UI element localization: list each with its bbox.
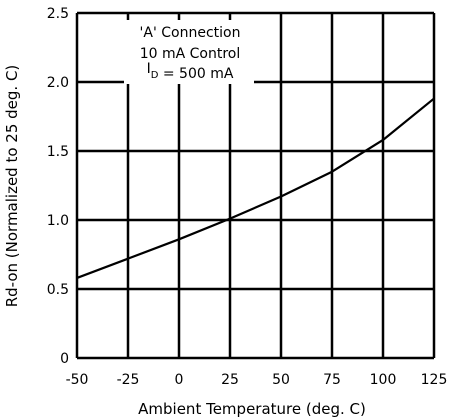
x-axis-title: Ambient Temperature (deg. C)	[138, 400, 366, 418]
x-tick-label: 0	[175, 372, 184, 388]
y-tick-label: 0.5	[47, 282, 69, 298]
y-tick-label: 1.5	[47, 144, 69, 160]
x-tick-label: -25	[117, 372, 140, 388]
x-tick-label: -50	[66, 372, 89, 388]
annotation-line-3-rest: = 500 mA	[158, 66, 233, 82]
y-tick-label: 0	[60, 351, 69, 367]
annotation-line-2: 10 mA Control	[140, 46, 241, 62]
annotation-background	[124, 20, 254, 84]
y-tick-label: 1.0	[47, 213, 69, 229]
series-layer	[76, 97, 435, 279]
x-tick-label: 50	[272, 372, 290, 388]
y-tick-label: 2.5	[47, 6, 69, 22]
annotation-box: 'A' Connection 10 mA Control ID = 500 mA	[140, 25, 241, 82]
x-tick-label: 75	[323, 372, 341, 388]
series-line	[76, 97, 435, 279]
x-tick-label: 100	[370, 372, 397, 388]
grid	[75, 11, 436, 360]
tick-labels: -50 -25 0 25 50 75 100 125 0 0.5 1.0 1.5 2.0 2.5	[47, 6, 448, 388]
annotation-line-1: 'A' Connection	[140, 25, 241, 41]
annotation-line-3-prefix: I	[147, 61, 151, 77]
annotation-line-3: ID = 500 mA	[147, 61, 234, 82]
x-tick-label: 125	[421, 372, 448, 388]
x-tick-label: 25	[221, 372, 239, 388]
y-axis-title: Rd-on (Normalized to 25 deg. C)	[3, 65, 21, 308]
annotation-line-3-sub: D	[151, 70, 159, 81]
y-tick-label: 2.0	[47, 75, 69, 91]
